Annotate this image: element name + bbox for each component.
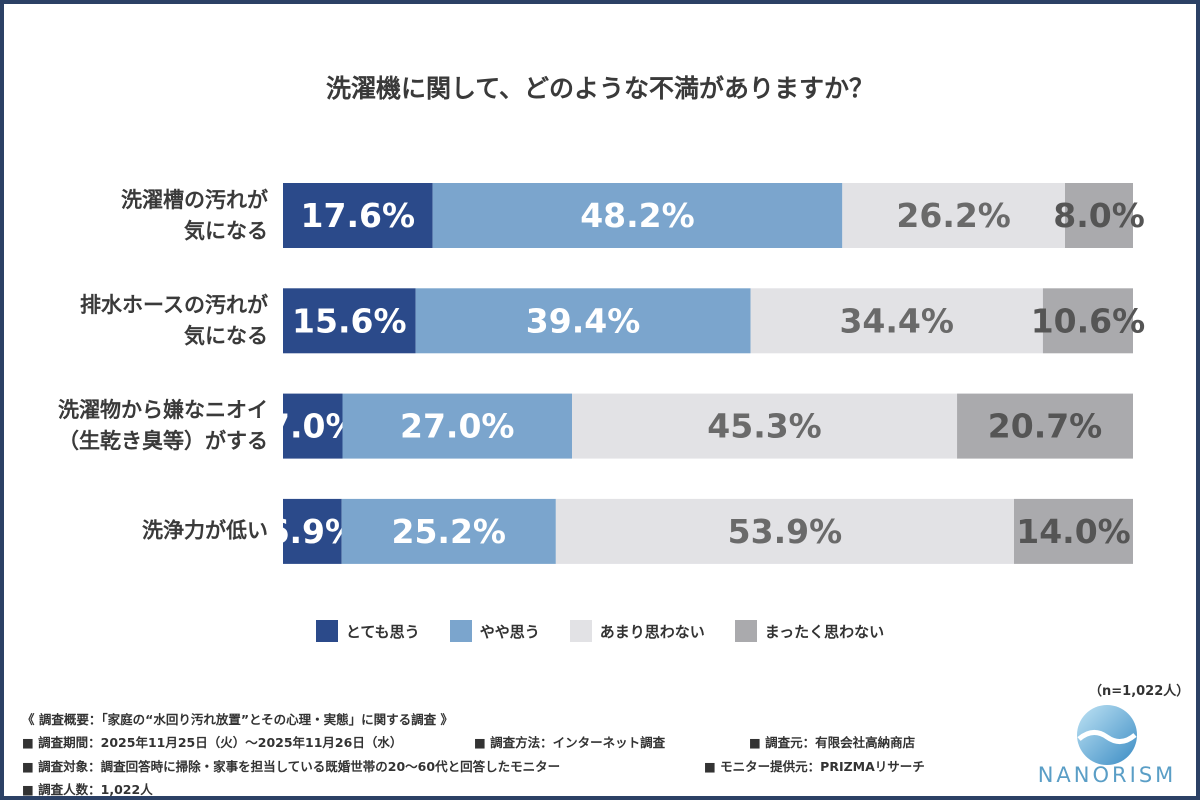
category-label: 洗濯槽の汚れが 気になる bbox=[121, 187, 268, 243]
category-label: 洗浄力が低い bbox=[142, 518, 268, 543]
legend-item: とても思う bbox=[315, 620, 420, 642]
bar-segment bbox=[415, 288, 751, 354]
value-label: 53.9% bbox=[728, 512, 843, 551]
bar-segment bbox=[1065, 183, 1133, 248]
value-label: 45.3% bbox=[707, 407, 822, 446]
bar-segment bbox=[342, 393, 572, 459]
bar-segment bbox=[957, 393, 1133, 459]
legend-label: やや思う bbox=[479, 622, 540, 641]
value-label: 39.4% bbox=[526, 301, 641, 340]
legend-label: あまり思わない bbox=[599, 622, 705, 641]
value-label: 48.2% bbox=[580, 196, 695, 235]
bar-segment bbox=[432, 183, 843, 248]
legend-swatch bbox=[734, 620, 757, 642]
bar-segment bbox=[750, 288, 1043, 354]
value-label: 14.0% bbox=[1016, 512, 1131, 551]
value-label: 10.6% bbox=[1031, 301, 1146, 340]
value-label: 17.6% bbox=[301, 196, 416, 235]
legend-item: まったく思わない bbox=[734, 620, 885, 642]
bar-segment bbox=[1014, 498, 1133, 564]
value-label: 26.2% bbox=[896, 196, 1011, 235]
logo-icon bbox=[1077, 705, 1137, 765]
logo-text: NANORISM bbox=[1038, 763, 1177, 787]
bar-segment bbox=[283, 183, 433, 248]
legend-item: やや思う bbox=[449, 620, 540, 642]
bar-segment bbox=[283, 288, 416, 354]
legend-swatch bbox=[315, 620, 338, 642]
bar-segment bbox=[283, 498, 342, 564]
value-label: 25.2% bbox=[392, 512, 507, 551]
note: ■ 調査期間：2025年11月25日（火）〜2025年11月26日（水） bbox=[22, 735, 403, 750]
bar-segment bbox=[555, 498, 1014, 564]
legend-item: あまり思わない bbox=[569, 620, 705, 642]
bar-segment bbox=[1042, 288, 1133, 354]
note: ■ 調査対象：調査回答時に掃除・家事を担当している既婚世帯の20〜60代と回答し… bbox=[22, 759, 561, 774]
note: 《 調査概要：「家庭の“水回り汚れ放置”とその心理・実態」に関する調査 》 bbox=[22, 712, 454, 727]
note: ■ 調査人数：1,022人 bbox=[22, 782, 153, 797]
chart-title: 洗濯機に関して、どのような不満がありますか？ bbox=[326, 74, 874, 103]
value-label: 34.4% bbox=[839, 301, 954, 340]
legend: とても思う やや思う あまり思わない まったく思わない bbox=[4, 620, 1196, 642]
note: ■ 調査方法：インターネット調査 bbox=[474, 735, 666, 750]
category-label: 洗濯物から嫌なニオイ （生乾き臭等）がする bbox=[58, 398, 268, 454]
value-label: 27.0% bbox=[400, 407, 515, 446]
note: ■ 調査元：有限会社高納商店 bbox=[749, 735, 916, 750]
bar-segment bbox=[572, 393, 958, 459]
bar-segment bbox=[842, 183, 1065, 248]
note: ■ モニター提供元：PRIZMAリサーチ bbox=[704, 759, 925, 774]
legend-swatch bbox=[449, 620, 472, 642]
value-label: 20.7% bbox=[988, 407, 1103, 446]
value-label: 15.6% bbox=[292, 301, 407, 340]
legend-label: とても思う bbox=[345, 622, 420, 641]
chart: 洗濯機に関して、どのような不満がありますか？ NANORISM 17.6% 48.… bbox=[267, 74, 1177, 787]
value-label: 8.0% bbox=[1053, 196, 1145, 235]
legend-label: まったく思わない bbox=[764, 622, 885, 641]
bar-segment bbox=[283, 393, 343, 459]
legend-swatch bbox=[569, 620, 592, 642]
bar-segment bbox=[341, 498, 556, 564]
category-label: 排水ホースの汚れが 気になる bbox=[80, 292, 268, 348]
sample-size: （n=1,022人） bbox=[1089, 684, 1190, 699]
